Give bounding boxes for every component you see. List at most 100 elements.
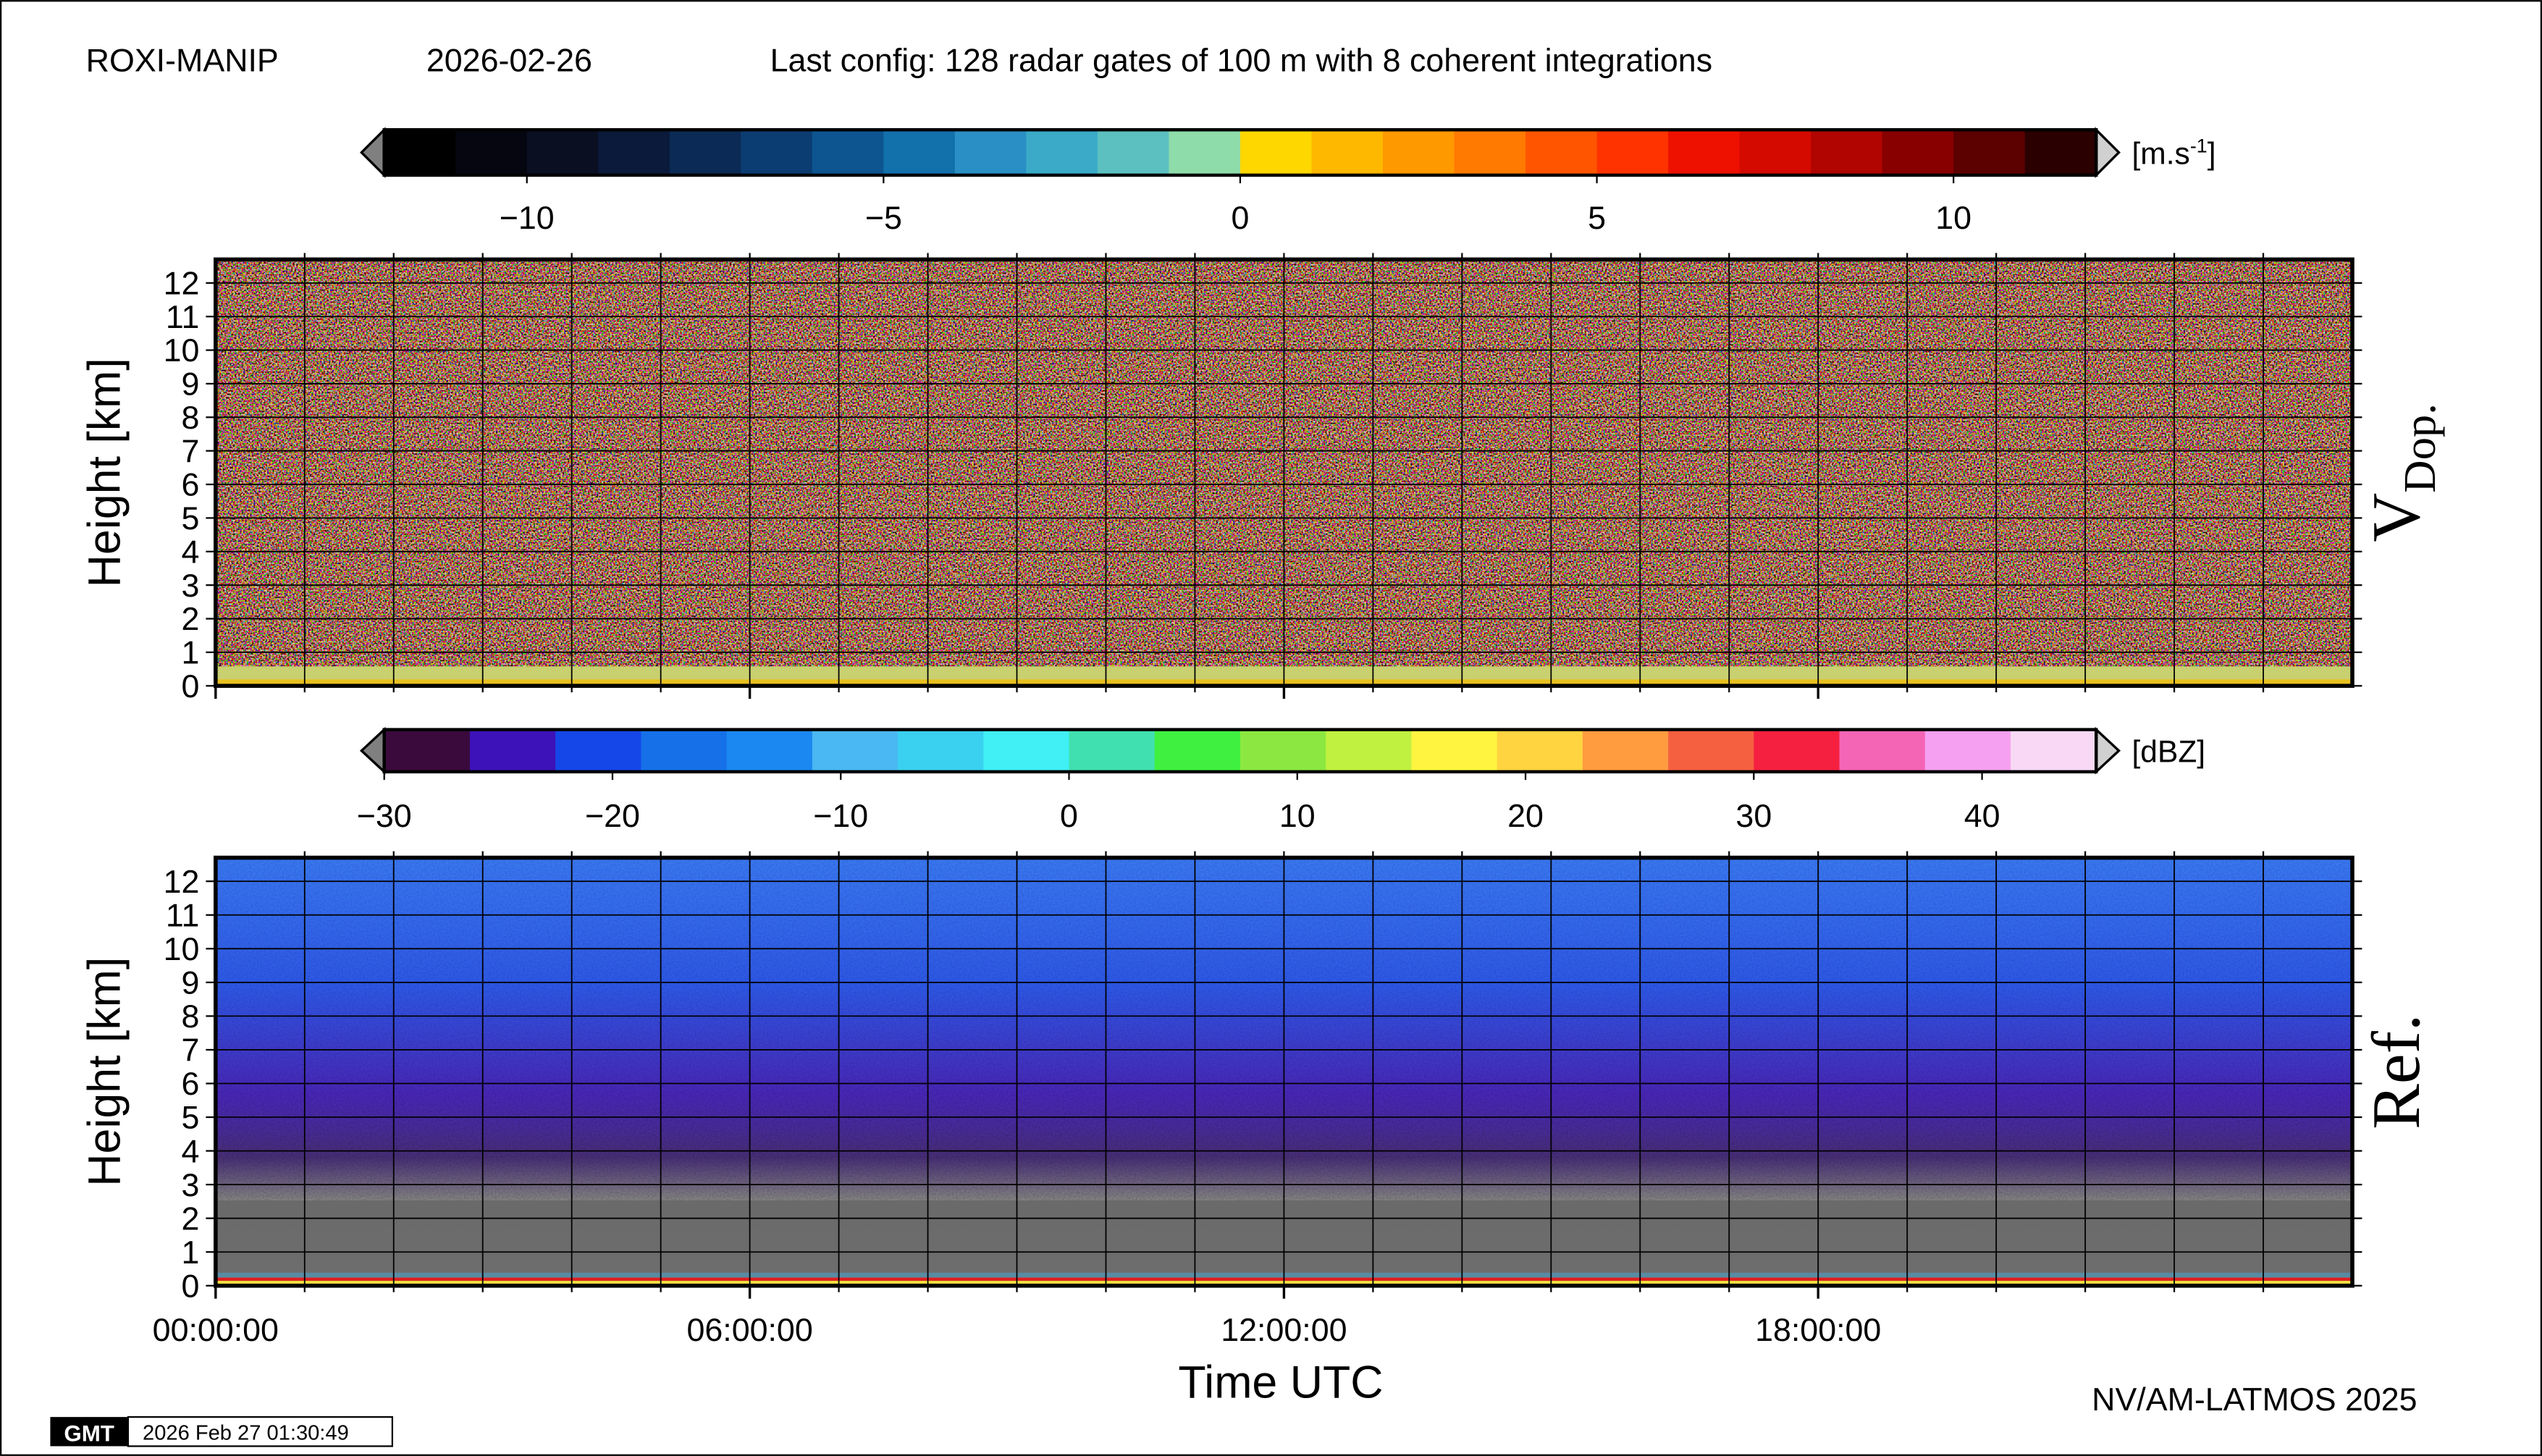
y-tick-label: 1 xyxy=(182,635,200,671)
y-tick-label: 2 xyxy=(182,601,200,637)
colorbar-block xyxy=(641,729,728,772)
colorbar-block xyxy=(1497,729,1583,772)
colorbar-tick-label: 30 xyxy=(1735,798,1772,834)
colorbar-tick-label: −10 xyxy=(813,798,868,834)
y-tick-label: 11 xyxy=(166,299,199,335)
colorbar-block xyxy=(883,130,956,175)
x-axis-label: Time UTC xyxy=(1178,1357,1383,1407)
colorbar-unit: [m.s-1] xyxy=(2131,135,2215,172)
y-tick-label: 4 xyxy=(182,534,200,570)
colorbar-block xyxy=(1811,130,1883,175)
colorbar-block xyxy=(1154,729,1241,772)
colorbar-block xyxy=(1383,130,1455,175)
side-label: Ref. xyxy=(2359,1014,2434,1129)
config: Last config: 128 radar gates of 100 m wi… xyxy=(770,43,1712,79)
unit-sup: -1 xyxy=(2190,135,2208,157)
colorbar-block xyxy=(1839,729,1926,772)
unit-base: [dBZ] xyxy=(2131,735,2205,770)
y-tick-label: 5 xyxy=(182,500,200,536)
colorbar-block xyxy=(726,729,813,772)
colorbar-block xyxy=(1169,130,1241,175)
side-label-main: Ref. xyxy=(2359,1014,2434,1129)
x-tick-label: 00:00:00 xyxy=(153,1312,279,1348)
colorbar-block xyxy=(1411,729,1498,772)
x-tick-label: 18:00:00 xyxy=(1755,1312,1881,1348)
y-tick-label: 0 xyxy=(182,668,200,704)
y-axis-label: Height [km] xyxy=(80,957,130,1187)
colorbar-block xyxy=(384,729,471,772)
colorbar-block xyxy=(1754,729,1840,772)
credit: NV/AM-LATMOS 2025 xyxy=(2092,1381,2417,1418)
y-axis-label: Height [km] xyxy=(80,358,130,587)
y-tick-label: 10 xyxy=(164,931,200,967)
colorbar-tick-label: 20 xyxy=(1507,798,1544,834)
colorbar-block xyxy=(1924,729,2011,772)
colorbar-block xyxy=(1069,729,1156,772)
colorbar-block xyxy=(898,729,985,772)
y-tick-label: 2 xyxy=(182,1200,200,1237)
plot-frame xyxy=(214,257,2354,689)
colorbar-block xyxy=(1525,130,1598,175)
side-label: VDop. xyxy=(2359,403,2445,542)
y-tick-label: 12 xyxy=(164,864,200,900)
y-tick-label: 3 xyxy=(182,1167,200,1203)
unit-base: [m.s xyxy=(2131,136,2189,171)
colorbar-block xyxy=(1240,729,1327,772)
y-tick-label: 9 xyxy=(182,965,200,1001)
unit-end: ] xyxy=(2208,136,2216,171)
colorbar-block xyxy=(954,130,1027,175)
colorbar-block xyxy=(598,130,670,175)
colorbar-tick-label: 0 xyxy=(1060,798,1078,834)
colorbar-block xyxy=(1596,130,1669,175)
y-tick-label: 10 xyxy=(164,332,200,369)
y-tick-label: 4 xyxy=(182,1133,200,1169)
colorbar-block xyxy=(384,130,457,175)
y-tick-label: 8 xyxy=(182,998,200,1035)
timestamp-box xyxy=(127,1416,393,1447)
x-tick-label: 12:00:00 xyxy=(1221,1312,1347,1348)
timestamp: 2026 Feb 27 01:30:49 xyxy=(143,1421,349,1444)
colorbar-block xyxy=(1582,729,1669,772)
colorbar-block xyxy=(2024,130,2097,175)
colorbar-tick-label: −10 xyxy=(500,200,555,236)
y-tick-label: 6 xyxy=(182,1066,200,1102)
colorbar-tick-label: −30 xyxy=(357,798,412,834)
colorbar-block xyxy=(1668,729,1755,772)
colorbar-frame xyxy=(382,728,2098,774)
colorbar-block xyxy=(812,729,898,772)
y-tick-label: 1 xyxy=(182,1234,200,1271)
gmt-logo-text: GMT xyxy=(64,1421,114,1447)
plot-frame xyxy=(214,855,2354,1288)
colorbar-block xyxy=(1240,130,1313,175)
side-label-main: V xyxy=(2359,493,2434,542)
colorbar-block xyxy=(741,130,813,175)
y-tick-label: 6 xyxy=(182,467,200,503)
colorbar-block xyxy=(1454,130,1526,175)
colorbar-block xyxy=(1097,130,1170,175)
date: 2026-02-26 xyxy=(426,43,592,79)
y-tick-label: 3 xyxy=(182,568,200,604)
colorbar-block xyxy=(812,130,885,175)
colorbar-block xyxy=(455,130,528,175)
colorbar-tick-label: −5 xyxy=(865,200,902,236)
colorbar-block xyxy=(1326,729,1413,772)
colorbar-block xyxy=(1882,130,1955,175)
y-tick-label: 9 xyxy=(182,366,200,403)
colorbar-tick-label: 0 xyxy=(1232,200,1250,236)
colorbar-block xyxy=(1311,130,1384,175)
y-tick-label: 0 xyxy=(182,1268,200,1304)
colorbar-tick-label: 40 xyxy=(1964,798,2000,834)
station: ROXI-MANIP xyxy=(86,43,279,79)
x-tick-label: 06:00:00 xyxy=(686,1312,812,1348)
y-tick-label: 8 xyxy=(182,400,200,436)
colorbar-block xyxy=(1668,130,1741,175)
colorbar-block xyxy=(555,729,642,772)
colorbar-block xyxy=(1953,130,2026,175)
colorbar-block xyxy=(526,130,599,175)
y-tick-label: 7 xyxy=(182,1032,200,1069)
y-tick-label: 11 xyxy=(166,897,199,933)
colorbar-block xyxy=(1026,130,1098,175)
colorbar-block xyxy=(469,729,557,772)
